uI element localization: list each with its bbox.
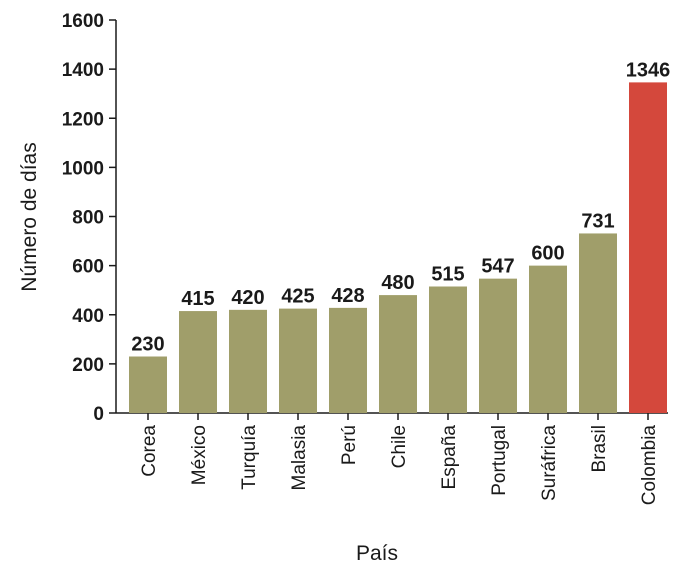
- y-tick-label: 600: [72, 257, 104, 278]
- category-label: Corea: [139, 425, 160, 477]
- category-label: Chile: [389, 425, 410, 468]
- bar-value-label: 425: [281, 286, 314, 308]
- category-label: Malasia: [289, 425, 310, 491]
- bar-value-label: 600: [531, 243, 564, 265]
- y-tick-label: 800: [72, 208, 104, 229]
- category-label: Suráfrica: [539, 425, 560, 501]
- bar-value-label: 480: [381, 272, 414, 294]
- category-label: Perú: [339, 425, 360, 465]
- bar-value-label: 515: [431, 264, 464, 286]
- bar-value-label: 415: [181, 288, 214, 310]
- bar: [179, 311, 217, 413]
- y-tick-label: 200: [72, 355, 104, 376]
- bar: [379, 295, 417, 413]
- category-label: Turquía: [239, 425, 260, 490]
- bar-value-label: 1346: [626, 59, 671, 81]
- category-label: España: [439, 425, 460, 490]
- y-tick-label: 1400: [62, 60, 104, 81]
- y-tick-label: 400: [72, 306, 104, 327]
- bar: [429, 286, 467, 413]
- bar: [329, 307, 367, 413]
- y-tick-label: 1200: [62, 109, 104, 130]
- y-tick-label: 1000: [62, 158, 104, 179]
- category-label: Portugal: [489, 425, 510, 496]
- category-label: Colombia: [639, 425, 660, 506]
- category-label: México: [189, 425, 210, 485]
- y-axis-title: Número de días: [18, 142, 41, 291]
- bar: [279, 308, 317, 413]
- bar-value-label: 230: [131, 334, 164, 356]
- category-label: Brasil: [589, 425, 610, 473]
- y-tick-label: 0: [93, 404, 104, 425]
- y-tick-label: 1600: [62, 11, 104, 32]
- bar-value-label: 428: [331, 285, 364, 307]
- bar-value-label: 547: [481, 256, 514, 278]
- x-axis-title: País: [356, 542, 398, 565]
- x-axis-labels: Corea México Turquía Malasia Perú Chile España…: [139, 413, 660, 505]
- bar: [229, 309, 267, 413]
- bar: [629, 82, 667, 414]
- bar-value-label: 420: [231, 287, 264, 309]
- bar: [529, 265, 567, 413]
- bar-value-label: 731: [581, 210, 614, 232]
- bar: [579, 233, 617, 413]
- y-axis: 0 200 400 600 800 1000 1200 1400 1600: [62, 11, 668, 425]
- bar: [129, 356, 167, 413]
- bar: [479, 278, 517, 413]
- bars: 230 415 420 425 428 480 515 547 600 731 1346: [129, 59, 671, 414]
